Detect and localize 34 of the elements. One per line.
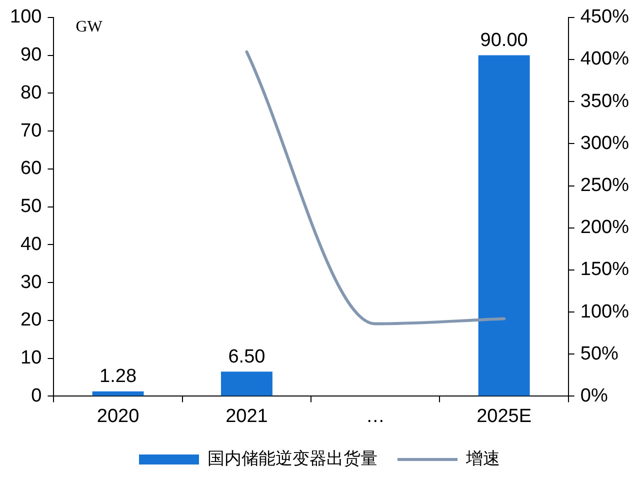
x-tick-label: 2025E [476, 406, 532, 427]
y2-tick-label: 250% [580, 174, 630, 196]
bar [478, 55, 530, 396]
y2-tick-label: 200% [580, 217, 630, 238]
x-tick-label: 2020 [96, 406, 140, 427]
y2-tick-label: 100% [580, 301, 630, 322]
y-tick-label: 100 [10, 6, 42, 28]
y-tick-label: 20 [20, 310, 42, 331]
y-axis-title: GW [76, 18, 104, 36]
y2-tick-label: 150% [580, 259, 630, 280]
y2-tick-label: 300% [580, 132, 630, 154]
bar [92, 391, 144, 396]
data-label: 90.00 [480, 30, 528, 52]
x-tick-label: 2021 [226, 406, 268, 427]
y-tick-label: 0 [31, 385, 42, 406]
y2-tick-label: 0% [580, 385, 608, 406]
y2-tick-label: 50% [580, 343, 619, 364]
y2-tick-label: 450% [580, 6, 630, 28]
bar [220, 372, 272, 396]
y-tick-label: 60 [20, 158, 42, 180]
x-tick-label: … [366, 406, 385, 427]
y-tick-label: 70 [20, 120, 42, 142]
data-label: 1.28 [100, 366, 137, 388]
y-tick-label: 30 [20, 272, 42, 293]
legend-label: 增速 [465, 449, 500, 468]
y-tick-label: 40 [20, 234, 42, 255]
y2-tick-label: 400% [580, 48, 630, 70]
data-label: 6.50 [228, 346, 266, 368]
y-tick-label: 90 [20, 44, 42, 66]
y2-tick-label: 350% [580, 90, 630, 112]
y-tick-label: 50 [20, 196, 42, 218]
y-tick-label: 10 [20, 348, 42, 369]
y-tick-label: 80 [20, 82, 42, 104]
legend-label: 国内储能逆变器出货量 [208, 449, 378, 468]
